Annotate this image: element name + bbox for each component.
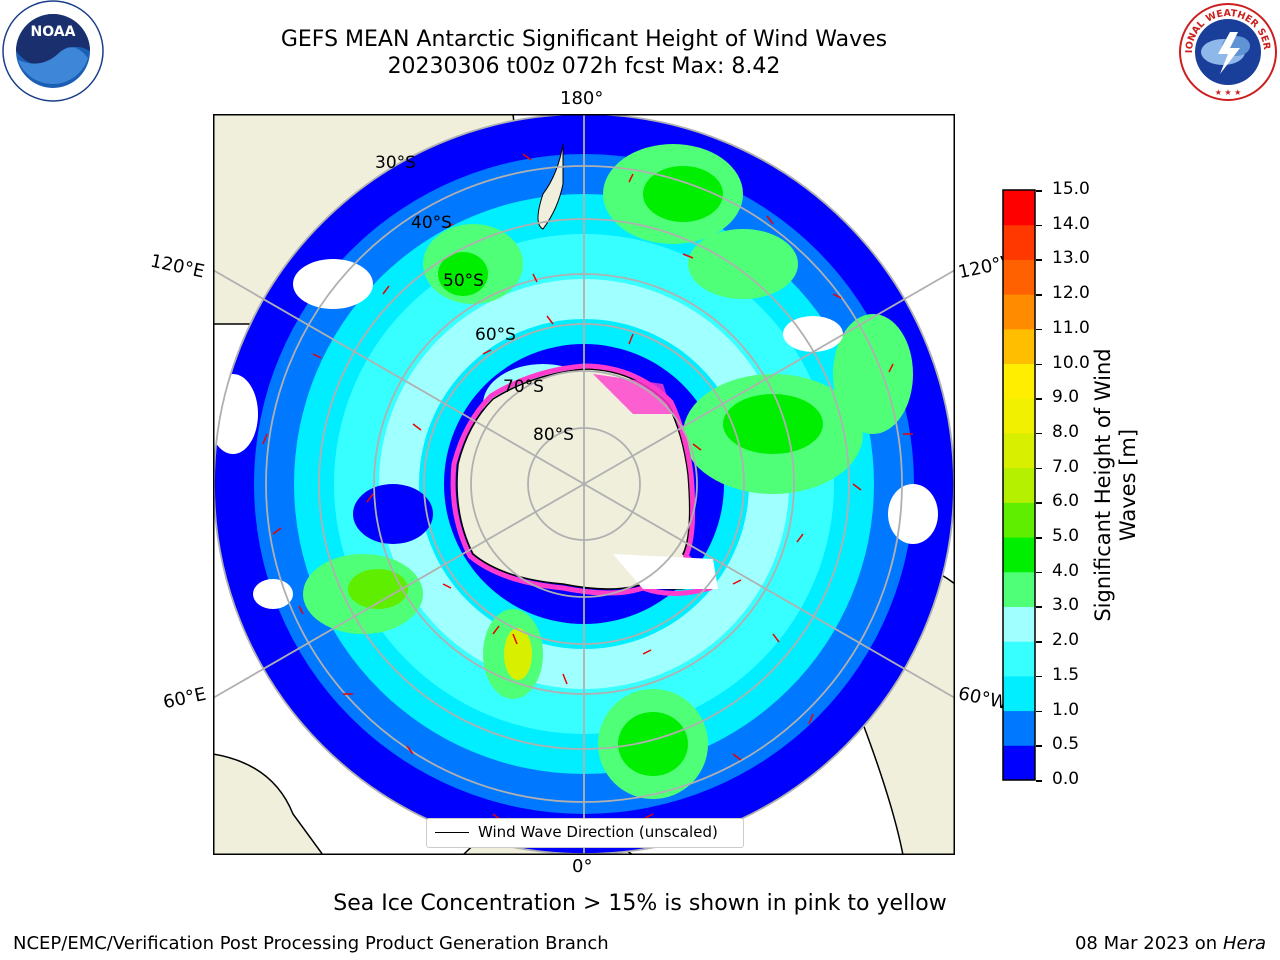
colorbar-segment: [1003, 259, 1035, 295]
colorbar-tick-label: 3.0: [1052, 595, 1080, 616]
colorbar-tick-mark: [1036, 398, 1042, 400]
colorbar-tick-label: 14.0: [1052, 213, 1090, 234]
colorbar-segment: [1003, 432, 1035, 469]
colorbar-tick-label: 2.0: [1052, 630, 1080, 651]
colorbar-segment: [1003, 502, 1035, 538]
colorbar-segment: [1003, 363, 1035, 399]
land-africa: [213, 753, 324, 855]
lat-label-30: 30°S: [375, 153, 416, 173]
colorbar-tick-label: 9.0: [1052, 387, 1080, 408]
colorbar-segment: [1003, 537, 1035, 573]
colorbar-tick-label: 12.0: [1052, 283, 1090, 304]
colorbar-tick-label: 0.5: [1052, 734, 1080, 755]
lat-label-70: 70°S: [503, 377, 544, 397]
sea-ice: [450, 363, 714, 596]
colorbar-tick-mark: [1036, 745, 1042, 747]
colorbar-tick-mark: [1036, 710, 1042, 713]
nws-logo: NATIONAL WEATHER SERVICE ★ ★ ★: [1178, 2, 1277, 101]
colorbar-tick-mark: [1036, 606, 1042, 608]
colorbar-segment: [1003, 224, 1035, 260]
colorbar-tick-label: 8.0: [1052, 421, 1080, 442]
colorbar-segment: [1003, 190, 1035, 226]
lon-label-60e: 60°E: [161, 683, 208, 714]
noaa-logo: NOAA: [2, 0, 104, 102]
colorbar-segment: [1003, 606, 1035, 642]
colorbar-tick-label: 1.5: [1052, 664, 1080, 685]
chart-subtitle-date: 20230306 t00z 072h fcst Max: 8.42: [387, 54, 781, 79]
colorbar-tick-mark: [1036, 224, 1042, 227]
colorbar-tick-mark: [1036, 502, 1042, 504]
colorbar-tick-mark: [1036, 675, 1042, 678]
chart-title: GEFS MEAN Antarctic Significant Height o…: [280, 27, 888, 52]
legend-wind-wave-direction: Wind Wave Direction (unscaled): [478, 823, 718, 841]
colorbar-tick-label: 15.0: [1052, 179, 1090, 199]
colorbar-tick-label: 0.0: [1052, 769, 1080, 789]
colorbar-tick-label: 6.0: [1052, 491, 1080, 512]
colorbar-tick-mark: [1036, 467, 1042, 470]
legend-line-sample: [435, 832, 469, 833]
colorbar-tick-mark: [1036, 432, 1042, 435]
colorbar-segment: [1003, 328, 1035, 365]
noaa-logo-text: NOAA: [31, 24, 76, 40]
svg-text:★ ★ ★: ★ ★ ★: [1215, 88, 1242, 97]
footer-host: Hera: [1222, 933, 1266, 954]
map-legend: Wind Wave Direction (unscaled): [426, 818, 744, 848]
lat-label-60: 60°S: [475, 325, 516, 345]
colorbar-tick-label: 11.0: [1052, 317, 1090, 338]
colorbar-segment: [1003, 398, 1035, 434]
footer-organization: NCEP/EMC/Verification Post Processing Pr…: [13, 933, 609, 954]
lon-label-0: 0°: [572, 856, 593, 877]
land-newzealand: [537, 143, 564, 230]
colorbar-segment: [1003, 710, 1035, 746]
colorbar-tick-mark: [1036, 537, 1042, 539]
colorbar-tick-label: 5.0: [1052, 526, 1080, 547]
colorbar-tick-mark: [1036, 780, 1042, 782]
wind-wave-arrows: [262, 153, 913, 835]
colorbar-tick-label: 13.0: [1052, 248, 1090, 269]
colorbar-segment: [1003, 641, 1035, 677]
colorbar-label: Significant Height of Wind Waves [m]: [1091, 348, 1140, 622]
colorbar-segment: [1003, 294, 1035, 330]
colorbar-segment: [1003, 571, 1035, 607]
colorbar: [1002, 189, 1036, 781]
sea-ice-note: Sea Ice Concentration > 15% is shown in …: [333, 891, 947, 916]
colorbar-segment: [1003, 745, 1035, 781]
colorbar-tick-label: 7.0: [1052, 456, 1080, 477]
colorbar-tick-mark: [1036, 259, 1042, 261]
colorbar-tick-label: 10.0: [1052, 352, 1090, 373]
colorbar-tick-mark: [1036, 294, 1042, 296]
colorbar-tick-mark: [1036, 571, 1042, 574]
colorbar-border: [1002, 189, 1036, 781]
colorbar-segment: [1003, 675, 1035, 712]
polar-map: 30°S 40°S 50°S 60°S 70°S 80°S: [213, 114, 955, 855]
lat-label-80: 80°S: [533, 425, 574, 445]
lon-label-120e: 120°E: [148, 250, 207, 283]
colorbar-segment: [1003, 467, 1035, 503]
colorbar-tick-mark: [1036, 641, 1042, 643]
lat-label-50: 50°S: [443, 271, 484, 291]
colorbar-tick-mark: [1036, 328, 1042, 331]
colorbar-tick-label: 1.0: [1052, 699, 1080, 720]
lon-label-180: 180°: [560, 88, 604, 109]
colorbar-tick-mark: [1036, 190, 1042, 192]
lat-label-40: 40°S: [411, 213, 452, 233]
colorbar-tick-mark: [1036, 363, 1042, 366]
footer-date-text: 08 Mar 2023 on: [1074, 933, 1218, 954]
colorbar-tick-label: 4.0: [1052, 560, 1080, 581]
footer-date: 08 Mar 2023 on Hera: [1075, 933, 1266, 954]
